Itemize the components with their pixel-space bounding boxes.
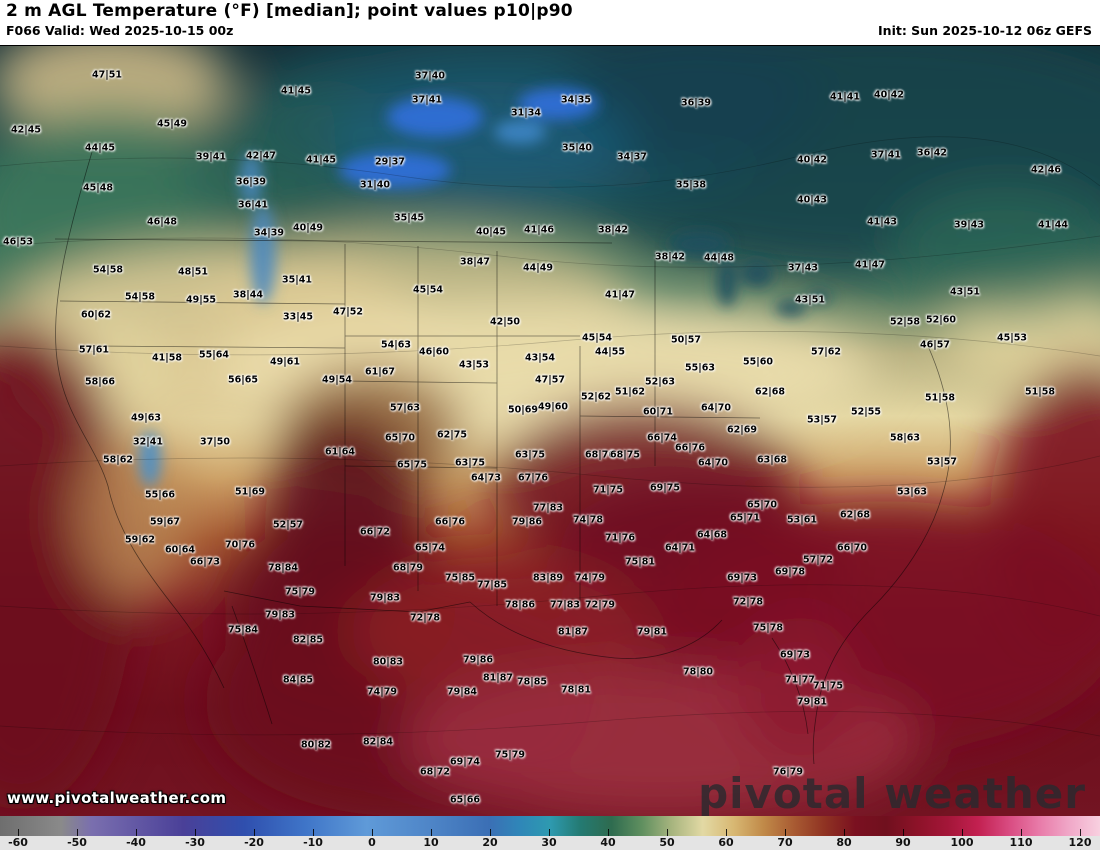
colorbar-tick-label: 50 xyxy=(659,836,675,849)
colorbar-tick-mark xyxy=(608,829,609,836)
site-url-watermark: www.pivotalweather.com xyxy=(7,789,227,807)
colorbar-tick-mark xyxy=(490,829,491,836)
colorbar-tick-label: -10 xyxy=(303,836,323,849)
colorbar-tick-label: 110 xyxy=(1009,836,1033,849)
colorbar-tick-mark xyxy=(1080,829,1081,836)
colorbar-tick-mark xyxy=(195,829,196,836)
colorbar-tick-label: 30 xyxy=(541,836,557,849)
colorbar-tick-label: 40 xyxy=(600,836,616,849)
colorbar-tick-label: -30 xyxy=(185,836,205,849)
forecast-valid-time: F066 Valid: Wed 2025-10-15 00z xyxy=(6,23,234,38)
colorbar-tick-label: 100 xyxy=(950,836,974,849)
temperature-field xyxy=(0,46,1100,817)
pivotal-weather-logo: pivotal weather xyxy=(698,769,1086,818)
colorbar-tick-mark xyxy=(18,829,19,836)
colorbar-tick-label: 60 xyxy=(718,836,734,849)
colorbar-tick-label: 90 xyxy=(895,836,911,849)
colorbar-tick-label: 10 xyxy=(423,836,439,849)
colorbar-tick-label: 20 xyxy=(482,836,498,849)
colorbar-tick-mark xyxy=(77,829,78,836)
colorbar-tick-mark xyxy=(667,829,668,836)
colorbar-tick-label: -40 xyxy=(126,836,146,849)
colorbar: -60 -50 -40 -30 -20 -10 0 10 20 30 40 50 60 70 80 90 100… xyxy=(0,816,1100,850)
colorbar-tick-mark xyxy=(785,829,786,836)
colorbar-tick-label: 0 xyxy=(368,836,376,849)
colorbar-tick-label: -50 xyxy=(67,836,87,849)
page-title: 2 m AGL Temperature (°F) [median]; point… xyxy=(6,1,573,21)
colorbar-tick-label: 80 xyxy=(836,836,852,849)
header: 2 m AGL Temperature (°F) [median]; point… xyxy=(0,0,1100,45)
colorbar-tick-mark xyxy=(844,829,845,836)
colorbar-tick-label: -20 xyxy=(244,836,264,849)
colorbar-tick-mark xyxy=(254,829,255,836)
colorbar-tick-mark xyxy=(903,829,904,836)
model-init-time: Init: Sun 2025-10-12 06z GEFS xyxy=(878,23,1092,38)
colorbar-tick-mark xyxy=(372,829,373,836)
map-canvas[interactable] xyxy=(0,45,1100,817)
colorbar-tick-mark xyxy=(431,829,432,836)
colorbar-tick-label: 120 xyxy=(1068,836,1092,849)
colorbar-tick-mark xyxy=(549,829,550,836)
colorbar-tick-label: -60 xyxy=(8,836,28,849)
colorbar-tick-mark xyxy=(136,829,137,836)
colorbar-tick-mark xyxy=(1021,829,1022,836)
contour-lines xyxy=(0,136,1100,737)
map-borders xyxy=(54,151,951,765)
colorbar-strip xyxy=(0,816,1100,836)
colorbar-tick-label: 70 xyxy=(777,836,793,849)
colorbar-tick-mark xyxy=(962,829,963,836)
colorbar-tick-mark xyxy=(313,829,314,836)
colorbar-tick-mark xyxy=(726,829,727,836)
